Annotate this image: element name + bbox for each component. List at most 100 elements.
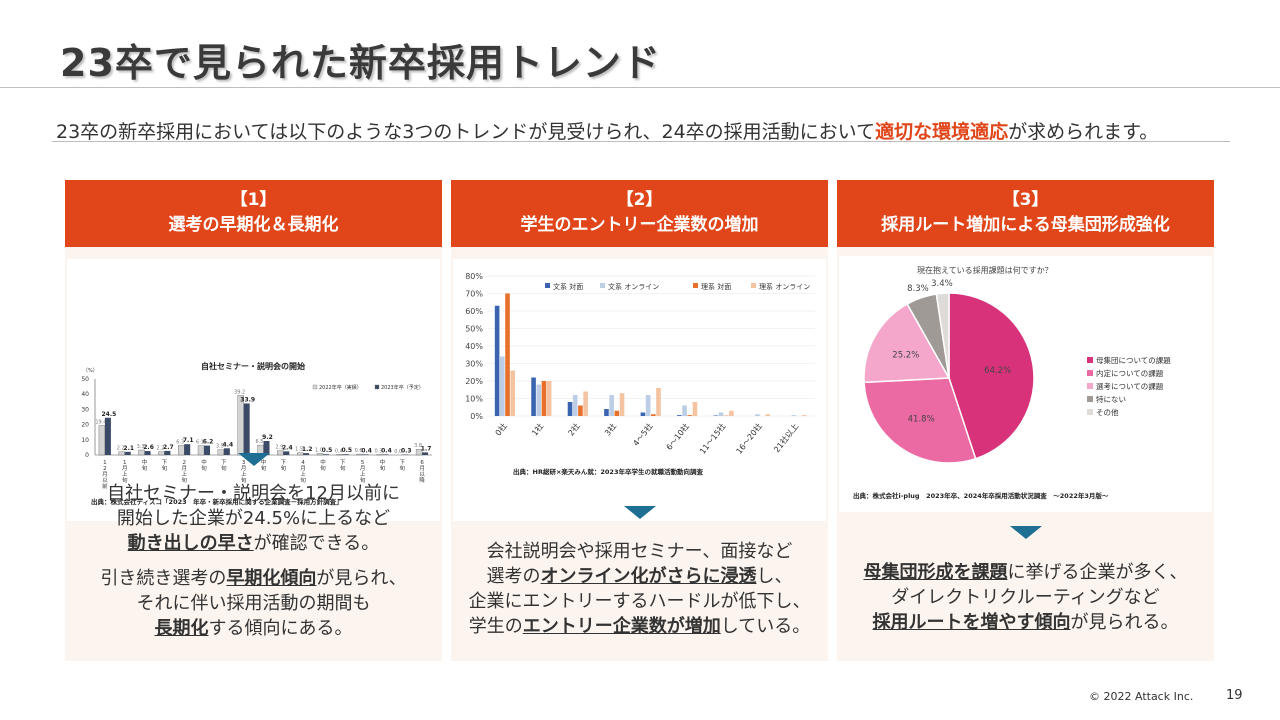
x-tick-label: 旬 bbox=[122, 476, 128, 484]
data-label: 6.5 bbox=[256, 439, 264, 445]
data-label: 1.7 bbox=[421, 445, 432, 452]
emphasis-text: 採用ルートを増やす傾向 bbox=[872, 612, 1071, 633]
x-tick-label: 2 bbox=[103, 466, 107, 472]
card-1-description: 自社セミナー・説明会を12月以前に 開始した企業が24.5%に上るなど 動き出しの早… bbox=[65, 481, 442, 556]
bar bbox=[531, 377, 536, 416]
bar bbox=[243, 403, 250, 455]
x-tick-label: 3社 bbox=[602, 421, 618, 437]
data-label: 1.0 bbox=[315, 447, 323, 453]
legend-swatch bbox=[693, 283, 698, 288]
copyright: © 2022 Attack Inc. bbox=[1089, 690, 1194, 703]
bar bbox=[682, 405, 687, 416]
chart-title: 自社セミナー・説明会の開始 bbox=[201, 361, 305, 371]
x-tick-label: 21社以上 bbox=[771, 421, 800, 454]
x-tick-label: 旬 bbox=[281, 464, 287, 472]
data-label: 1.5 bbox=[295, 447, 303, 453]
y-tick-label: 70% bbox=[465, 290, 483, 299]
bar bbox=[536, 384, 542, 416]
x-tick-label: 6〜10社 bbox=[664, 421, 691, 452]
description-line: 開始した企業が24.5%に上るなど bbox=[116, 508, 391, 529]
pie-slice bbox=[863, 377, 977, 464]
card-1-heading: 選考の早期化＆長期化 bbox=[168, 215, 339, 235]
chart-source: 出典：株式会社i-plug 2023年卒、2024年卒採用活動状況調査 ～202… bbox=[853, 491, 1109, 500]
data-label: 33.9 bbox=[240, 396, 255, 403]
bar bbox=[422, 452, 429, 455]
x-tick-label: 月 bbox=[122, 465, 128, 472]
bar bbox=[336, 454, 343, 456]
trend-card-3: 【3】 採用ルート増加による母集団形成強化 現在抱えている採用課題は何ですか？ 6… bbox=[837, 180, 1214, 661]
bar bbox=[217, 449, 225, 456]
x-tick-label: 旬 bbox=[380, 464, 386, 472]
bar bbox=[718, 412, 724, 416]
x-tick-label: 月 bbox=[300, 465, 306, 472]
bar bbox=[692, 402, 698, 416]
subtitle-highlight: 適切な環境適応 bbox=[875, 121, 1009, 143]
y-tick-label: 40% bbox=[465, 342, 483, 351]
description-line: ダイレクトリクルーティングなど bbox=[891, 587, 1160, 608]
data-label: 0.5 bbox=[341, 447, 352, 454]
pie-slice bbox=[863, 302, 951, 384]
chart-3-container: 現在抱えている採用課題は何ですか？ 64.2% 41.8% 25.2% 8.3% 3.4%… bbox=[839, 256, 1212, 512]
x-tick-label: 2社 bbox=[566, 421, 582, 437]
description-line: それに伴い採用活動の期間も bbox=[136, 593, 371, 614]
subtitle-pre: 23卒の新卒採用においては以下のような3つのトレンドが見受けられ、24卒の採用活… bbox=[56, 121, 876, 143]
x-tick-label: 上 bbox=[360, 470, 366, 478]
x-tick-label: 上 bbox=[122, 470, 128, 478]
bar bbox=[583, 391, 588, 416]
data-label: 2.2 bbox=[156, 446, 164, 452]
legend-label: 2022年卒（実績） bbox=[319, 384, 362, 391]
card-2-description: 会社説明会や採用セミナー、面接など 選考のオンライン化がさらに浸透し、 企業にエント… bbox=[451, 539, 828, 639]
data-label: 0.3 bbox=[374, 449, 382, 455]
bar bbox=[801, 415, 807, 416]
bar bbox=[362, 454, 369, 455]
bar bbox=[322, 454, 329, 455]
data-label: 2.6 bbox=[143, 444, 154, 451]
bar bbox=[104, 417, 111, 455]
x-tick-label: 以 bbox=[102, 478, 108, 484]
card-3-heading: 採用ルート増加による母集団形成強化 bbox=[881, 215, 1170, 235]
emphasis-text: 母集団形成を課題 bbox=[863, 562, 1008, 583]
data-label: 6.2 bbox=[203, 439, 214, 446]
x-tick-label: 旬 bbox=[320, 464, 326, 472]
data-label: 1.2 bbox=[302, 446, 313, 453]
description-line: 自社セミナー・説明会を12月以前に bbox=[107, 483, 400, 504]
bar bbox=[578, 405, 583, 416]
card-2-number: 【2】 bbox=[616, 190, 663, 210]
legend-swatch bbox=[1087, 383, 1093, 389]
data-label: 0.4 bbox=[361, 447, 372, 454]
trend-card-1: 【1】 選考の早期化＆長期化 自社セミナー・説明会の開始 （%） 0 10 20 30 40… bbox=[65, 180, 442, 661]
bar bbox=[619, 393, 625, 416]
bar bbox=[144, 451, 151, 455]
card-1-description-2: 引き続き選考の早期化傾向が見られ、 それに伴い採用活動の期間も 長期化する傾向にある… bbox=[65, 566, 442, 641]
y-tick-label: 60% bbox=[465, 307, 483, 316]
bar bbox=[204, 445, 211, 455]
x-tick-label: 11〜15社 bbox=[697, 421, 727, 456]
x-tick-label: 月 bbox=[241, 465, 247, 472]
bar bbox=[237, 395, 244, 456]
x-tick-label: 1社 bbox=[529, 421, 545, 437]
bar bbox=[342, 454, 349, 455]
x-tick-label: 月 bbox=[360, 465, 366, 472]
x-tick-label: 旬 bbox=[360, 476, 366, 484]
page-title: 23卒で見られた新卒採用トレンド bbox=[60, 41, 661, 85]
down-arrow-icon bbox=[1010, 526, 1042, 539]
slice-label: 41.8% bbox=[908, 415, 935, 425]
legend-label: 特にない bbox=[1096, 394, 1126, 404]
legend-label: 母集団についての課題 bbox=[1096, 355, 1171, 365]
bar bbox=[541, 381, 547, 416]
card-2-heading: 学生のエントリー企業数の増加 bbox=[520, 215, 759, 235]
bar bbox=[197, 445, 205, 456]
bar bbox=[614, 410, 620, 416]
description-line: 選考のオンライン化がさらに浸透し、 bbox=[486, 566, 793, 587]
bar bbox=[677, 415, 682, 416]
y-tick-label: 40 bbox=[81, 391, 89, 398]
chart-2-container: 0% 10% 20% 30% 40% 50% 60% 70% 80% 文系 対面 文系 オンライン 理… bbox=[453, 259, 826, 521]
legend-swatch bbox=[312, 384, 318, 390]
subtitle: 23卒の新卒採用においては以下のような3つのトレンドが見受けられ、24卒の採用活… bbox=[56, 117, 1158, 144]
legend-swatch bbox=[1087, 396, 1093, 402]
x-tick-label: 中 bbox=[320, 458, 326, 466]
legend-label: 選考についての課題 bbox=[1096, 381, 1164, 391]
data-label: 7.1 bbox=[183, 437, 194, 444]
x-tick-label: 旬 bbox=[261, 464, 267, 472]
x-tick-label: 1 bbox=[103, 460, 107, 466]
